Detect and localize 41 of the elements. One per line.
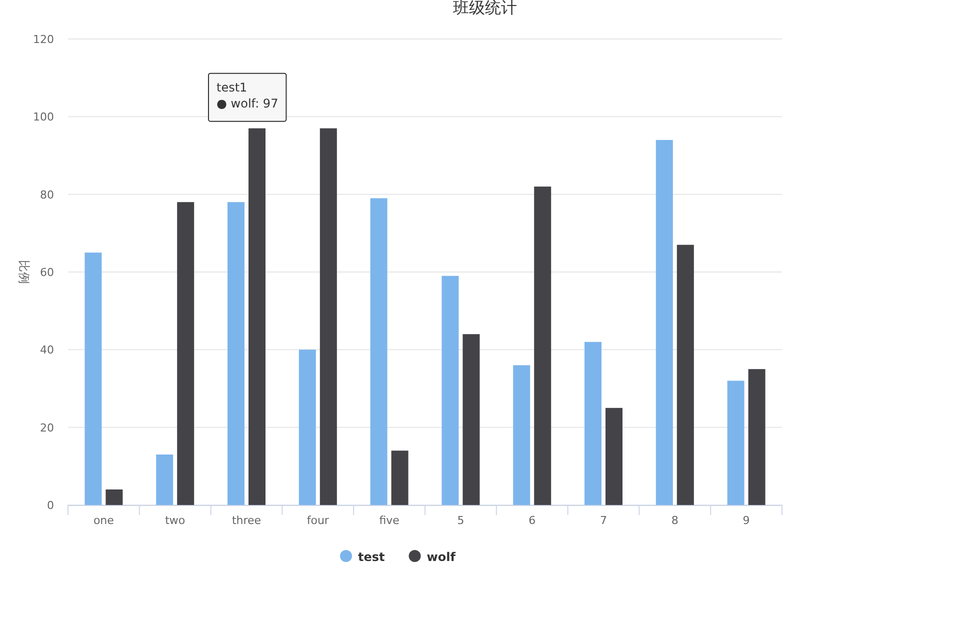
bar <box>442 276 459 505</box>
x-tick-label: one <box>93 514 114 527</box>
y-tick-label: 80 <box>40 188 54 202</box>
bar <box>298 350 316 505</box>
x-tick-label: 9 <box>742 514 750 527</box>
annotation: test1 ● wolf: 97 <box>216 80 278 110</box>
y-tick-label: 20 <box>40 421 54 434</box>
x-tick-label: 6 <box>528 514 536 527</box>
y-tick-label: 100 <box>33 110 54 124</box>
bar <box>228 202 244 505</box>
x-tick-label: 5 <box>457 514 464 527</box>
bar <box>462 334 480 505</box>
x-tick-label: five <box>379 514 400 527</box>
y-tick-label: 60 <box>40 266 54 279</box>
bar <box>320 128 337 505</box>
x-tick-label: 7 <box>600 514 607 527</box>
legend-label: test <box>358 550 386 564</box>
x-tick-label: 8 <box>671 514 678 527</box>
bar <box>248 128 266 505</box>
y-axis-title: 比例 <box>17 260 31 284</box>
bar <box>727 380 744 505</box>
bar <box>656 140 673 505</box>
y-tick-label: 40 <box>40 344 54 357</box>
bar <box>106 489 123 505</box>
y-tick-label: 0 <box>47 499 54 512</box>
bar <box>584 342 602 505</box>
bar <box>84 252 102 505</box>
y-tick-label: 120 <box>33 33 54 46</box>
bar <box>606 408 622 505</box>
bar <box>534 186 552 505</box>
x-tick-label: two <box>165 514 186 527</box>
x-tick-label: three <box>232 514 262 527</box>
legend-label: wolf <box>426 550 456 564</box>
bar <box>748 369 766 505</box>
bar <box>513 365 530 505</box>
bar <box>676 244 694 505</box>
bar <box>156 454 174 505</box>
bar <box>370 198 388 505</box>
bar <box>177 202 194 505</box>
x-tick-label: four <box>306 514 330 527</box>
bar <box>391 450 408 505</box>
